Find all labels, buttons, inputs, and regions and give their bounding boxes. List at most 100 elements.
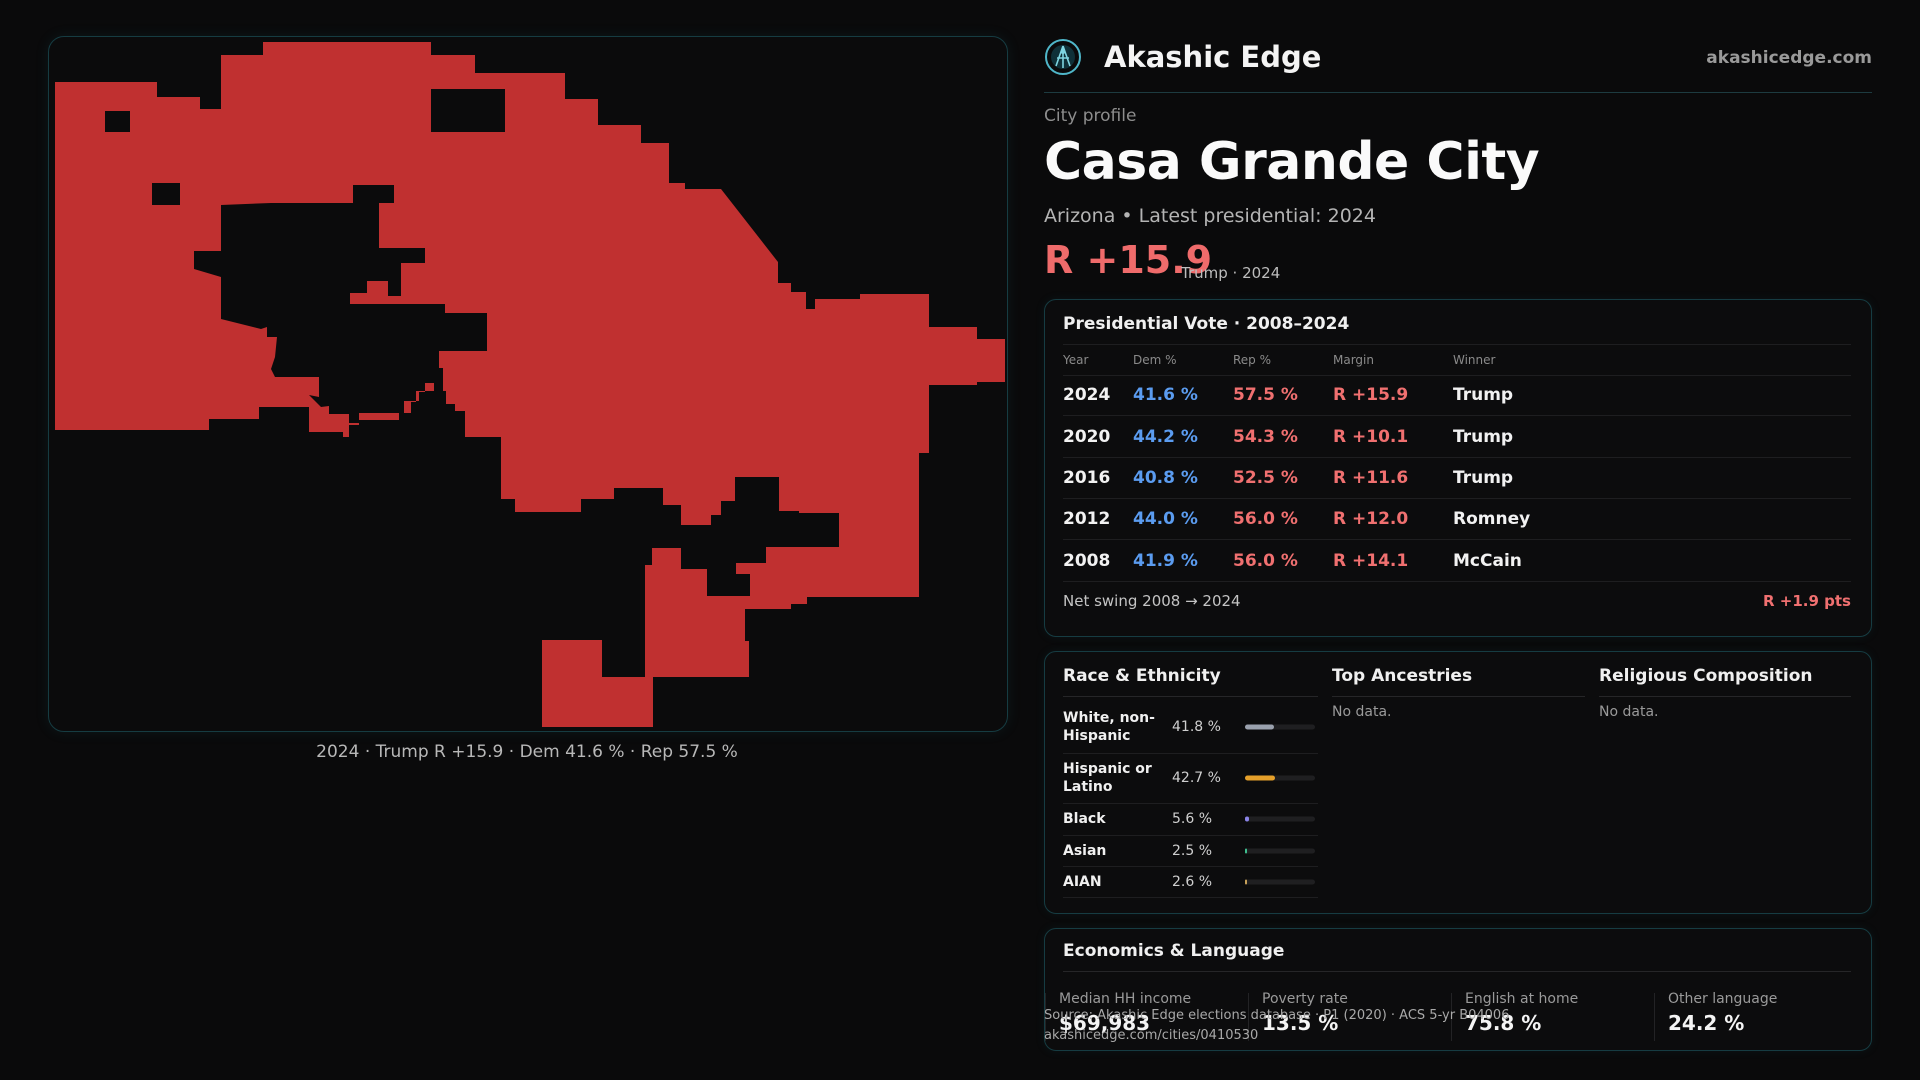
row-margin: R +14.1 [1333, 550, 1409, 571]
race-row: Black 5.6 % [1063, 803, 1318, 836]
row-dem: 41.6 % [1133, 384, 1198, 405]
row-year: 2016 [1063, 467, 1111, 488]
stat-value: $69,983 [1059, 1011, 1151, 1035]
race-value: 2.5 % [1172, 842, 1213, 859]
headline-margin: R +15.9 [1044, 238, 1213, 282]
row-rep: 52.5 % [1233, 467, 1298, 488]
race-bar-track [1245, 816, 1315, 822]
race-bar-track [1245, 775, 1315, 781]
row-margin: R +12.0 [1333, 508, 1409, 529]
city-boundary-shape [55, 42, 1005, 727]
race-bar-track [1245, 724, 1315, 730]
race-row: AIAN 2.6 % [1063, 866, 1318, 898]
ancestries-empty: No data. [1332, 704, 1392, 720]
stat-label: English at home [1465, 991, 1579, 1007]
race-row: Asian 2.5 % [1063, 835, 1318, 867]
col-header-year: Year [1063, 353, 1089, 367]
religion-empty: No data. [1599, 704, 1659, 720]
race-bar-fill [1245, 775, 1275, 781]
economics-title: Economics & Language [1063, 941, 1285, 961]
col-header-rep: Rep % [1233, 353, 1272, 367]
row-rep: 56.0 % [1233, 550, 1298, 571]
page-title: Casa Grande City [1044, 132, 1540, 192]
race-label: Black [1063, 811, 1106, 827]
row-year: 2008 [1063, 550, 1111, 571]
city-boundary-map [55, 42, 1005, 727]
race-value: 42.7 % [1172, 770, 1221, 786]
source-note: Source: Akashic Edge elections database … [1044, 1008, 1510, 1023]
stat-english-at-home: English at home 75.8 % [1451, 987, 1654, 1043]
stat-divider [1451, 993, 1452, 1041]
race-value: 41.8 % [1172, 719, 1221, 735]
race-bar-track [1245, 848, 1315, 853]
brand-name[interactable]: Akashic Edge [1104, 40, 1322, 74]
page-eyebrow: City profile [1044, 106, 1137, 126]
stat-label: Poverty rate [1262, 991, 1348, 1007]
top-ancestries-title: Top Ancestries [1332, 666, 1585, 697]
net-swing: Net swing 2008 → 2024 R +1.9 pts [1063, 592, 1851, 610]
economics-card: Economics & Language Median HH income $6… [1044, 928, 1872, 1051]
row-margin: R +15.9 [1333, 384, 1409, 405]
row-dem: 40.8 % [1133, 467, 1198, 488]
economics-divider [1063, 971, 1851, 972]
akashic-edge-logo-icon[interactable] [1044, 38, 1082, 76]
row-winner: Romney [1453, 508, 1531, 529]
row-winner: Trump [1453, 467, 1514, 488]
religious-composition-title: Religious Composition [1599, 666, 1851, 697]
stat-divider [1045, 993, 1046, 1041]
stat-poverty-rate: Poverty rate 13.5 % [1248, 987, 1451, 1043]
race-bar-fill [1245, 816, 1249, 822]
vote-table-header: Year Dem % Rep % Margin Winner [1063, 344, 1851, 376]
row-dem: 44.0 % [1133, 508, 1198, 529]
stat-label: Other language [1668, 991, 1778, 1007]
map-caption: 2024 · Trump R +15.9 · Dem 41.6 % · Rep … [316, 742, 738, 762]
row-rep: 56.0 % [1233, 508, 1298, 529]
page-url[interactable]: akashicedge.com/cities/0410530 [1044, 1028, 1259, 1043]
row-winner: Trump [1453, 426, 1514, 447]
site-header: Akashic Edge akashicedge.com [1044, 36, 1872, 93]
stat-value: 75.8 % [1465, 1011, 1542, 1035]
page-footer: Source: Akashic Edge elections database … [1044, 1006, 1509, 1046]
race-value: 5.6 % [1172, 811, 1213, 827]
race-label: Asian [1063, 842, 1107, 859]
row-winner: McCain [1453, 550, 1522, 571]
race-value: 2.6 % [1172, 873, 1213, 890]
race-bar-fill [1245, 724, 1275, 730]
race-bar-fill [1245, 848, 1247, 853]
row-year: 2024 [1063, 384, 1111, 405]
city-map-panel[interactable] [48, 36, 1008, 732]
race-label: Hispanic or Latino [1063, 761, 1152, 795]
col-header-dem: Dem % [1133, 353, 1177, 367]
table-row: 2008 41.9 % 56.0 % R +14.1 McCain [1063, 540, 1851, 582]
race-bar-fill [1245, 879, 1247, 884]
table-row: 2012 44.0 % 56.0 % R +12.0 Romney [1063, 498, 1851, 540]
row-rep: 57.5 % [1233, 384, 1298, 405]
stat-median-income: Median HH income $69,983 [1045, 987, 1248, 1043]
row-dem: 41.9 % [1133, 550, 1198, 571]
race-bar-track [1245, 879, 1315, 884]
stat-divider [1654, 993, 1655, 1041]
col-header-winner: Winner [1453, 353, 1496, 367]
row-year: 2012 [1063, 508, 1111, 529]
stat-divider [1248, 993, 1249, 1041]
race-label: AIAN [1063, 873, 1102, 890]
stat-other-language: Other language 24.2 % [1654, 987, 1857, 1043]
table-row: 2024 41.6 % 57.5 % R +15.9 Trump [1063, 374, 1851, 416]
page-subtitle: Arizona • Latest presidential: 2024 [1044, 205, 1376, 227]
stat-label: Median HH income [1059, 991, 1192, 1007]
row-margin: R +11.6 [1333, 467, 1409, 488]
row-rep: 54.3 % [1233, 426, 1298, 447]
net-swing-label: Net swing 2008 → 2024 [1063, 592, 1241, 610]
vote-card-title: Presidential Vote · 2008–2024 [1063, 314, 1350, 334]
row-margin: R +10.1 [1333, 426, 1409, 447]
race-row: White, non-Hispanic 41.8 % [1063, 701, 1318, 754]
stat-value: 13.5 % [1262, 1011, 1339, 1035]
table-row: 2020 44.2 % 54.3 % R +10.1 Trump [1063, 416, 1851, 458]
row-winner: Trump [1453, 384, 1514, 405]
presidential-vote-card: Presidential Vote · 2008–2024 Year Dem %… [1044, 299, 1872, 637]
race-ethnicity-title: Race & Ethnicity [1063, 666, 1318, 697]
site-link[interactable]: akashicedge.com [1706, 48, 1872, 68]
row-year: 2020 [1063, 426, 1111, 447]
col-header-margin: Margin [1333, 353, 1374, 367]
race-label: White, non-Hispanic [1063, 710, 1155, 744]
